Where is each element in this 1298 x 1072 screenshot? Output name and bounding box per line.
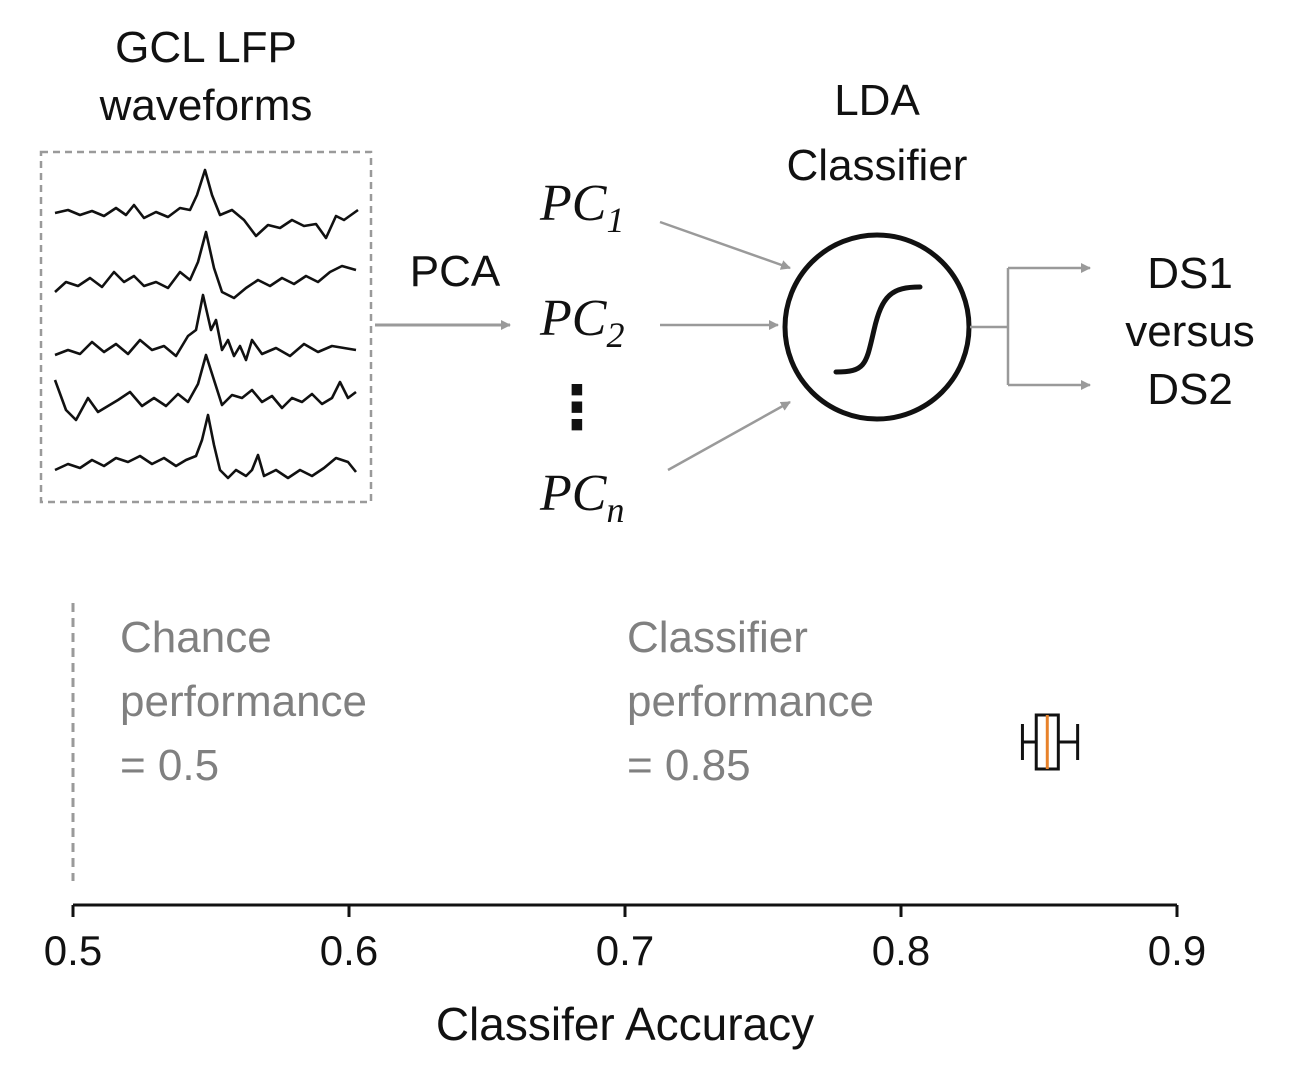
lfp-waveform-1 <box>54 168 359 240</box>
x-tick-label-1: 0.6 <box>320 927 378 974</box>
input-title-line2: waveforms <box>99 81 313 130</box>
classifier-annotation-line3: = 0.85 <box>627 741 751 790</box>
pc2-subscript: 2 <box>606 315 624 355</box>
pc2-label: PC2 <box>539 290 624 355</box>
pc1-subscript: 1 <box>606 200 624 240</box>
waveform-box <box>39 150 373 504</box>
chance-annotation-line1: Chance <box>120 613 272 662</box>
chance-annotation-line2: performance <box>120 677 367 726</box>
lfp-waveform-4 <box>53 353 357 422</box>
chance-annotation-line3: = 0.5 <box>120 741 219 790</box>
waveform-group <box>53 168 359 480</box>
pc2-prefix: PC <box>539 290 608 347</box>
sigmoid-icon <box>833 284 923 375</box>
pc1-prefix: PC <box>539 175 608 232</box>
x-tick-label-2: 0.7 <box>596 927 654 974</box>
lfp-waveform-2 <box>54 230 357 300</box>
output-versus: versus <box>1125 307 1255 356</box>
pcn-arrow <box>667 400 791 472</box>
classifier-title-line2: Classifier <box>787 141 968 190</box>
pca-label: PCA <box>410 247 501 296</box>
pc1-arrow <box>659 220 791 270</box>
output-branch <box>970 263 1091 390</box>
pcn-label: PCn <box>539 465 624 530</box>
x-tick-label-3: 0.8 <box>872 927 930 974</box>
pc1-label: PC1 <box>539 175 624 240</box>
lfp-waveform-5 <box>54 413 358 480</box>
input-title-line1: GCL LFP <box>115 23 297 72</box>
classifier-annotation-line2: performance <box>627 677 874 726</box>
accuracy-chart: 0.5 0.6 0.7 0.8 0.9 <box>44 603 1206 974</box>
classifier-annotation-line1: Classifier <box>627 613 808 662</box>
lfp-waveform-3 <box>54 293 357 362</box>
lda-classifier-node <box>782 232 972 422</box>
x-tick-label-4: 0.9 <box>1148 927 1206 974</box>
output-ds2: DS2 <box>1147 365 1233 414</box>
pcn-subscript: n <box>606 490 624 530</box>
output-ds1: DS1 <box>1147 249 1233 298</box>
x-axis-label: Classifer Accuracy <box>436 998 814 1050</box>
pcn-prefix: PC <box>539 465 608 522</box>
pc-ellipsis: ⋮ <box>547 374 607 441</box>
x-tick-label-0: 0.5 <box>44 927 102 974</box>
classifier-title-line1: LDA <box>834 76 920 125</box>
